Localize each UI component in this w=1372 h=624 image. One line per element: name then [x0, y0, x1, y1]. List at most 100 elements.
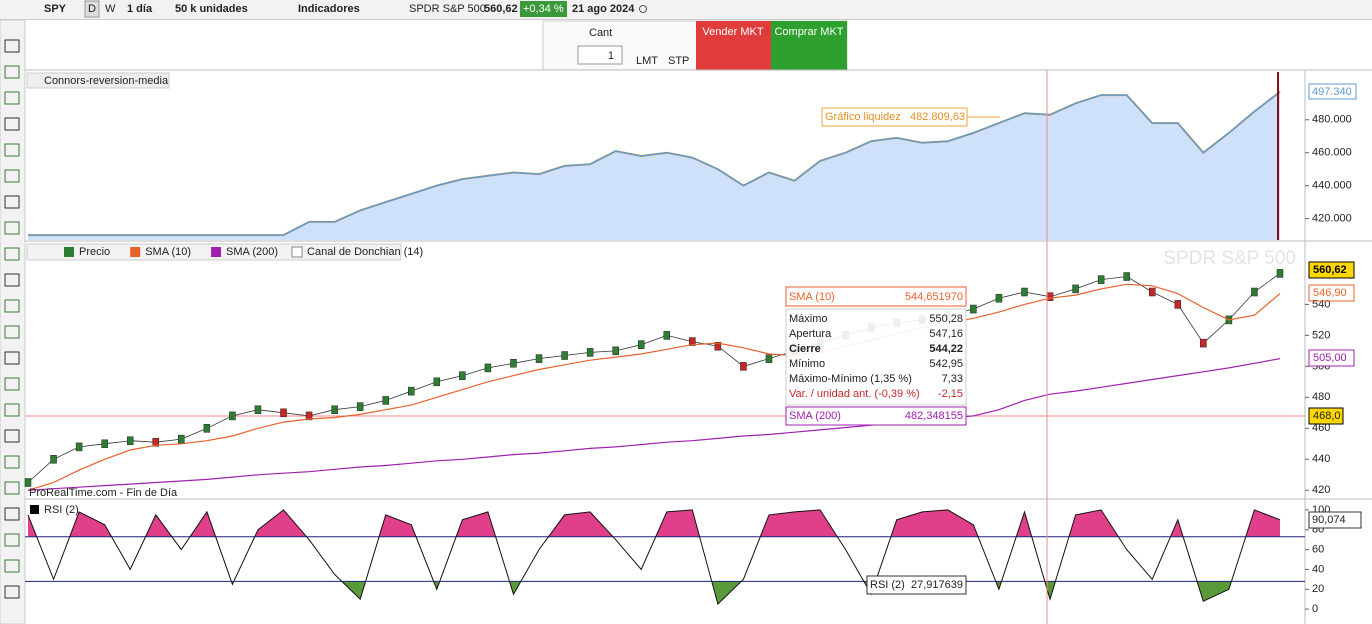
legend-swatch: [211, 247, 222, 257]
tool-icon[interactable]: [4, 429, 20, 443]
limit-button[interactable]: LMT: [636, 55, 658, 67]
tool-icon[interactable]: [4, 39, 20, 53]
candle: [24, 478, 32, 487]
tooltip-label: Mínimo: [789, 358, 825, 370]
indicator-line: [27, 358, 1281, 491]
buy-label: Comprar MKT: [774, 26, 843, 38]
tool-icon[interactable]: [4, 91, 20, 105]
candle: [101, 439, 108, 449]
indicators-button[interactable]: Indicadores: [298, 3, 360, 15]
candle: [305, 411, 313, 421]
candle: [459, 371, 466, 380]
tooltip-label: Cierre: [789, 343, 821, 355]
tool-icon[interactable]: [4, 195, 20, 209]
tool-icon[interactable]: [4, 143, 20, 157]
legend-label: Precio: [79, 246, 110, 258]
tooltip-label: Apertura: [789, 328, 832, 340]
y-tick-label: 480.000: [1312, 114, 1352, 126]
candle: [1072, 284, 1079, 294]
candle: [1097, 275, 1105, 284]
tooltip-label: Var. / unidad ant. (-0,39 %): [789, 388, 920, 400]
tooltip-footer: [785, 406, 967, 426]
legend-box: [26, 72, 170, 89]
tool-icon[interactable]: [4, 559, 20, 573]
tooltip-box: [866, 575, 967, 595]
candle: [765, 354, 773, 363]
legend-swatch: [30, 505, 39, 514]
candle: [1021, 287, 1028, 297]
y-tick-label: 520: [1312, 329, 1330, 341]
y-tick-label: 480: [1312, 391, 1330, 403]
last-value-box: [1308, 261, 1355, 279]
tool-icon[interactable]: [4, 351, 20, 365]
tooltip-value: 550,28: [929, 313, 963, 325]
tool-icon[interactable]: [4, 455, 20, 469]
candle: [663, 331, 671, 340]
buy-button[interactable]: [771, 21, 847, 70]
period-select[interactable]: 1 día: [127, 3, 153, 15]
units-select[interactable]: 50 k unidades: [175, 3, 248, 15]
candle: [1200, 338, 1207, 348]
tooltip-value: 7,33: [942, 373, 963, 385]
tool-icon[interactable]: [4, 221, 20, 235]
rsi-line: [27, 509, 1281, 606]
tooltip-label: RSI (2): [870, 579, 905, 591]
tool-icon[interactable]: [4, 507, 20, 521]
legend-swatch: [130, 247, 141, 257]
tool-icon[interactable]: [4, 273, 20, 287]
qty-label: Cant: [589, 27, 612, 39]
tool-icon[interactable]: [4, 117, 20, 131]
annotation-value: 482.809,63: [910, 111, 965, 123]
candle: [178, 434, 185, 444]
candle: [714, 341, 722, 351]
candle: [1174, 300, 1182, 309]
tool-icon[interactable]: [4, 247, 20, 261]
sell-label: Vender MKT: [702, 26, 763, 38]
tool-icon[interactable]: [4, 65, 20, 79]
stop-button[interactable]: STP: [668, 55, 689, 67]
tool-icon[interactable]: [4, 377, 20, 391]
tool-icon[interactable]: [4, 585, 20, 599]
y-tick-label: 440: [1312, 453, 1330, 465]
legend-label: RSI (2): [44, 504, 79, 516]
candle: [356, 402, 364, 411]
tool-icon[interactable]: [4, 481, 20, 495]
last-value-box: [1308, 83, 1357, 100]
tooltip-value: 547,16: [929, 328, 963, 340]
candle: [637, 340, 645, 349]
tool-icon[interactable]: [4, 299, 20, 313]
weekly-button[interactable]: W: [105, 3, 116, 15]
qty-input[interactable]: [577, 45, 623, 65]
equity-area: [28, 91, 1280, 240]
cursor-value: 468,0: [1313, 410, 1341, 422]
sell-button[interactable]: [696, 21, 771, 70]
candle: [586, 348, 594, 357]
annotation-name: Gráfico liquidez: [825, 111, 901, 123]
y-tick-label: 100: [1312, 504, 1330, 516]
tool-icon[interactable]: [4, 533, 20, 547]
price-line: [27, 273, 1281, 483]
candle: [382, 396, 389, 405]
daily-button[interactable]: [84, 0, 100, 18]
y-tick-label: 460.000: [1312, 147, 1352, 159]
y-tick-label: 420: [1312, 484, 1330, 496]
toolbar: [0, 0, 1372, 19]
y-tick-label: 540: [1312, 298, 1330, 310]
candle: [689, 337, 696, 346]
tooltip-value: 544,651970: [905, 291, 963, 303]
candle: [970, 304, 977, 314]
tooltip-label: Máximo: [789, 313, 828, 325]
last-value: 546,90: [1313, 287, 1347, 299]
tool-icon[interactable]: [4, 169, 20, 183]
candle: [535, 354, 543, 363]
tooltip-value: 482,348155: [905, 410, 963, 422]
tool-icon[interactable]: [4, 403, 20, 417]
tooltip-label: SMA (10): [789, 291, 835, 303]
change-value: +0,34 %: [523, 3, 564, 15]
last-value: 90,074: [1312, 514, 1346, 526]
symbol-select[interactable]: SPY: [44, 3, 67, 15]
tool-icon[interactable]: [4, 325, 20, 339]
candle: [484, 363, 492, 373]
